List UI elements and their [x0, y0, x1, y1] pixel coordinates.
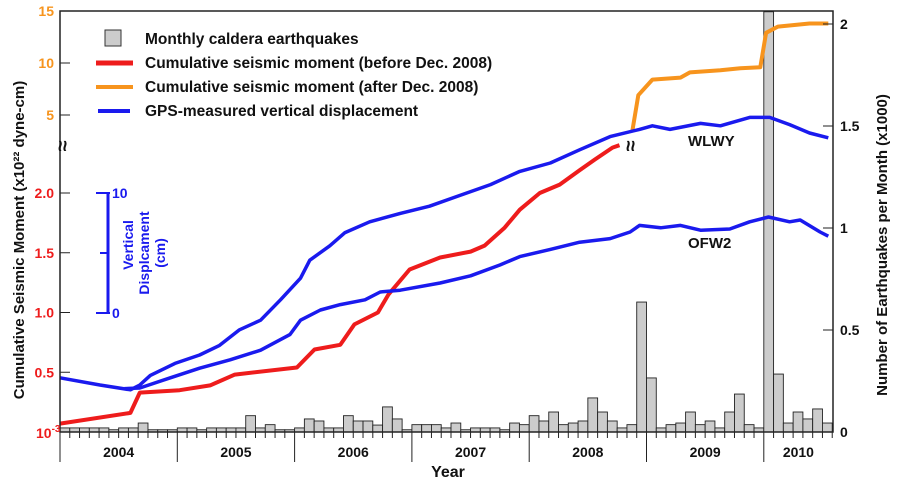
bar-month-20 — [245, 415, 256, 433]
bar-month-73 — [763, 11, 775, 433]
bar-month-49 — [528, 415, 540, 433]
left-tick-label-0.5: 0.5 — [35, 364, 55, 380]
left-tick-label-2.0: 2.0 — [35, 185, 55, 201]
annotation-ofw2: OFW2 — [688, 235, 731, 252]
bar-month-76 — [792, 411, 804, 433]
legend-label-bars: Monthly caldera earthquakes — [145, 31, 359, 48]
plot-frame — [59, 10, 834, 433]
orange-line-break-symbol: ≈ — [619, 141, 641, 152]
bar-month-64 — [675, 422, 687, 433]
bar-month-67 — [704, 420, 716, 433]
bar-month-57 — [606, 420, 618, 433]
bar-month-55 — [587, 397, 599, 433]
x-axis-label: Year — [431, 464, 465, 481]
x-tick-label-2004: 2004 — [103, 444, 134, 460]
bar-month-53 — [567, 422, 579, 433]
bar-month-9 — [137, 422, 149, 433]
bar-month-38 — [421, 424, 432, 433]
bar-month-48 — [518, 424, 530, 433]
legend-label-blue: GPS-measured vertical displacement — [145, 103, 418, 120]
bar-month-78 — [812, 408, 823, 433]
scale-bottom-label: 0 — [112, 305, 120, 321]
right-axis: 0 0.5 1 1.5 2 — [823, 16, 860, 440]
left-upper-tick-label-10: 10 — [38, 55, 54, 71]
bar-month-69 — [724, 411, 735, 433]
bar-group — [59, 11, 833, 433]
bar-month-34 — [382, 406, 393, 433]
bar-month-65 — [685, 411, 696, 433]
x-tick-label-2009: 2009 — [690, 444, 721, 460]
x-axis-tick-labels: 2004 2005 2006 2007 2008 2009 2010 — [103, 444, 814, 460]
x-tick-label-2007: 2007 — [455, 444, 486, 460]
bar-month-74 — [773, 373, 784, 433]
legend-label-orange: Cumulative seismic moment (after Dec. 20… — [145, 79, 478, 96]
bar-month-31 — [352, 420, 364, 433]
bar-month-33 — [372, 424, 384, 433]
scale-label-line1: Vertical — [120, 220, 136, 270]
series-line-cumulative-seismic-moment-before-dec-2008- — [59, 143, 621, 426]
right-tick-label-2: 2 — [840, 16, 848, 32]
legend-swatch-bar — [104, 29, 122, 47]
bar-month-75 — [782, 422, 794, 433]
left-tick-label-1.5: 1.5 — [35, 245, 55, 261]
line-group — [59, 21, 830, 426]
legend: Monthly caldera earthquakes Cumulative s… — [96, 29, 492, 120]
bar-month-22 — [264, 424, 276, 433]
right-tick-label-0.5: 0.5 — [840, 322, 860, 338]
left-tick-label-1.0: 1.0 — [35, 305, 55, 321]
displacement-scale-bar: 10 0 Vertical Displcament (cm) — [96, 185, 168, 321]
bar-month-32 — [362, 420, 374, 433]
bar-month-52 — [558, 424, 569, 433]
series-line-ofw2 — [124, 215, 830, 391]
bar-month-50 — [538, 420, 550, 433]
x-tick-label-2008: 2008 — [572, 444, 603, 460]
bar-month-41 — [450, 422, 462, 433]
bar-month-56 — [597, 411, 608, 433]
left-axis-break-symbol: ≈ — [51, 141, 73, 152]
bar-month-77 — [802, 418, 814, 433]
right-tick-label-1.5: 1.5 — [840, 118, 860, 134]
left-upper-tick-label-5: 5 — [46, 107, 54, 123]
bar-month-61 — [646, 377, 657, 433]
bar-month-37 — [411, 424, 423, 433]
right-tick-label-0: 0 — [840, 424, 848, 440]
bar-month-39 — [431, 424, 442, 433]
series-line-wlwy — [59, 115, 829, 392]
bar-month-27 — [313, 420, 325, 433]
scale-label-line2: Displcament — [136, 211, 152, 295]
bar-month-26 — [303, 418, 315, 433]
bar-month-59 — [626, 424, 638, 433]
legend-label-red: Cumulative seismic moment (before Dec. 2… — [145, 55, 492, 72]
scale-top-label: 10 — [112, 185, 128, 201]
bar-month-54 — [577, 420, 589, 433]
right-tick-label-1: 1 — [840, 220, 848, 236]
bar-month-66 — [694, 424, 706, 433]
x-tick-label-2006: 2006 — [338, 444, 369, 460]
bar-month-51 — [548, 411, 559, 433]
annotation-wlwy: WLWY — [688, 133, 735, 150]
scale-label-line3: (cm) — [152, 238, 168, 268]
left-axis: 0.5 1.0 1.5 2.0 5 10 15 — [35, 3, 70, 380]
bar-month-60 — [636, 301, 647, 433]
bar-month-71 — [743, 424, 755, 433]
bar-month-63 — [665, 424, 677, 433]
left-axis-label: Cumulative Seismic Moment (x10²² dyne-cm… — [11, 81, 28, 399]
left-axis-bottom-label: 10-3 — [36, 424, 61, 441]
x-tick-label-2005: 2005 — [220, 444, 251, 460]
x-tick-label-2010: 2010 — [783, 444, 814, 460]
bar-month-79 — [822, 422, 833, 433]
bar-month-35 — [391, 418, 403, 433]
series-line-cumulative-seismic-moment-after-dec-2008- — [630, 21, 829, 131]
left-upper-tick-label-15: 15 — [38, 3, 54, 19]
bar-month-47 — [509, 422, 520, 433]
bar-month-70 — [734, 393, 745, 433]
right-axis-label: Number of Earthquakes per Month (x1000) — [874, 94, 891, 396]
bar-month-30 — [343, 415, 354, 433]
x-axis-ticks — [59, 432, 833, 462]
